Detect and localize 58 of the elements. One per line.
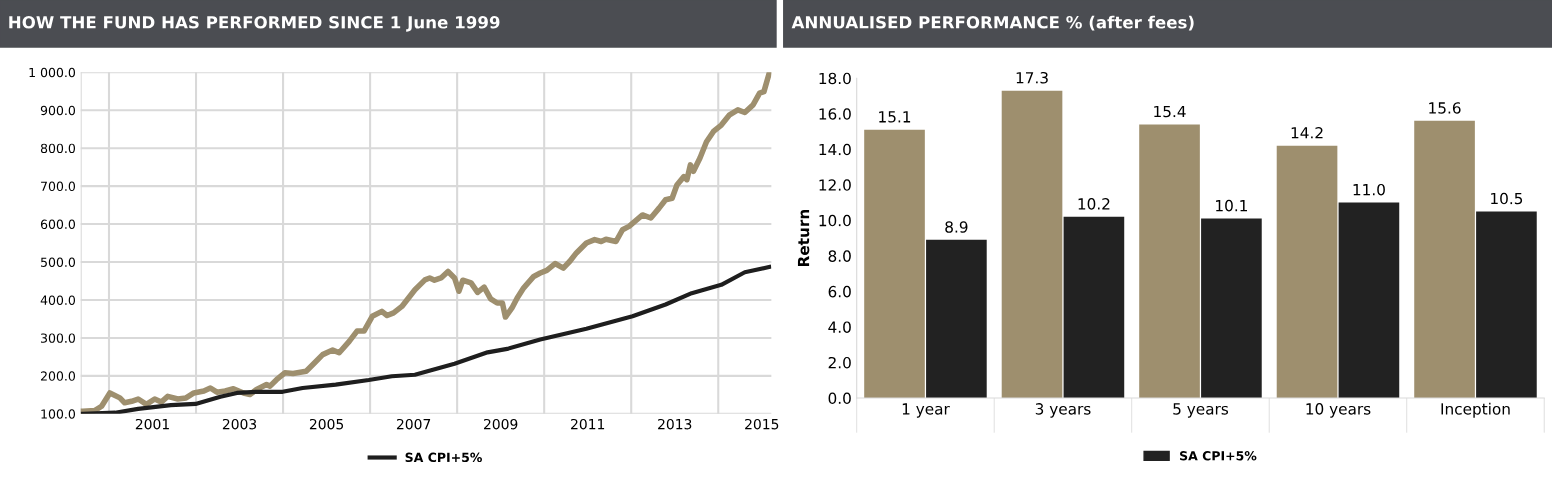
x-tick-label: 2011 <box>571 418 605 430</box>
legend-label: SA CPI+5% <box>1180 451 1257 461</box>
y-axis-title: Return <box>797 209 810 267</box>
y-tick-label: 8.0 <box>828 250 851 262</box>
y-tick-label: 6.0 <box>828 285 851 298</box>
bar <box>1139 124 1200 398</box>
bar <box>1414 120 1475 398</box>
bar <box>1276 145 1338 398</box>
y-tick-label: 500.0 <box>41 257 76 267</box>
x-tick-label: 10 years <box>1306 403 1371 418</box>
y-tick-label: 300.0 <box>41 333 76 343</box>
data-label: 11.0 <box>1353 183 1385 196</box>
x-tick-label: 2005 <box>309 418 344 430</box>
y-tick-label: 4.0 <box>828 321 851 333</box>
data-label: 15.4 <box>1154 105 1186 118</box>
chart-title: ANNUALISED PERFORMANCE % (after fees) <box>791 15 1194 31</box>
chart-title: HOW THE FUND HAS PERFORMED SINCE 1 June 1999 <box>9 15 500 32</box>
y-tick-label: 0.0 <box>828 392 851 404</box>
x-tick-label: Inception <box>1441 402 1510 418</box>
y-tick-label: 1 000.0 <box>29 67 76 78</box>
data-label: 10.1 <box>1216 199 1248 212</box>
y-tick-label: 700.0 <box>41 181 76 192</box>
y-tick-label: 2.0 <box>828 356 851 369</box>
bar <box>1063 216 1125 398</box>
y-tick-label: 10.0 <box>819 214 851 227</box>
bar <box>1338 202 1400 398</box>
legend-label: SA CPI+5% <box>405 452 482 463</box>
x-tick-label: 2001 <box>135 418 169 430</box>
x-tick-label: 1 year <box>902 403 950 418</box>
x-tick-label: 2007 <box>396 418 431 430</box>
bar <box>1476 211 1537 398</box>
bar <box>864 129 925 398</box>
y-tick-label: 400.0 <box>40 295 76 305</box>
y-tick-label: 16.0 <box>819 108 851 120</box>
x-tick-label: 2003 <box>222 418 257 430</box>
x-tick-label: 2009 <box>484 418 518 430</box>
x-tick-label: 5 years <box>1173 403 1229 418</box>
y-tick-label: 14.0 <box>819 143 851 156</box>
y-tick-label: 900.0 <box>40 105 76 116</box>
data-label: 15.6 <box>1429 102 1461 114</box>
data-label: 10.2 <box>1078 198 1110 210</box>
bar <box>1201 218 1262 398</box>
data-label: 15.1 <box>879 111 911 123</box>
data-label: 17.3 <box>1016 71 1048 84</box>
y-tick-label: 800.0 <box>40 143 76 154</box>
y-tick-label: 200.0 <box>40 371 76 381</box>
y-tick-label: 100.0 <box>41 409 76 419</box>
y-tick-label: 18.0 <box>819 72 851 85</box>
x-tick-label: 2013 <box>658 418 692 430</box>
bar <box>1001 90 1063 398</box>
x-tick-label: 2015 <box>745 418 779 430</box>
y-tick-label: 600.0 <box>40 219 76 229</box>
y-tick-label: 12.0 <box>819 179 851 191</box>
data-label: 10.5 <box>1491 192 1523 205</box>
bar <box>926 239 987 398</box>
data-label: 8.9 <box>945 221 968 233</box>
x-tick-label: 3 years <box>1035 403 1091 418</box>
data-label: 14.2 <box>1291 127 1323 139</box>
